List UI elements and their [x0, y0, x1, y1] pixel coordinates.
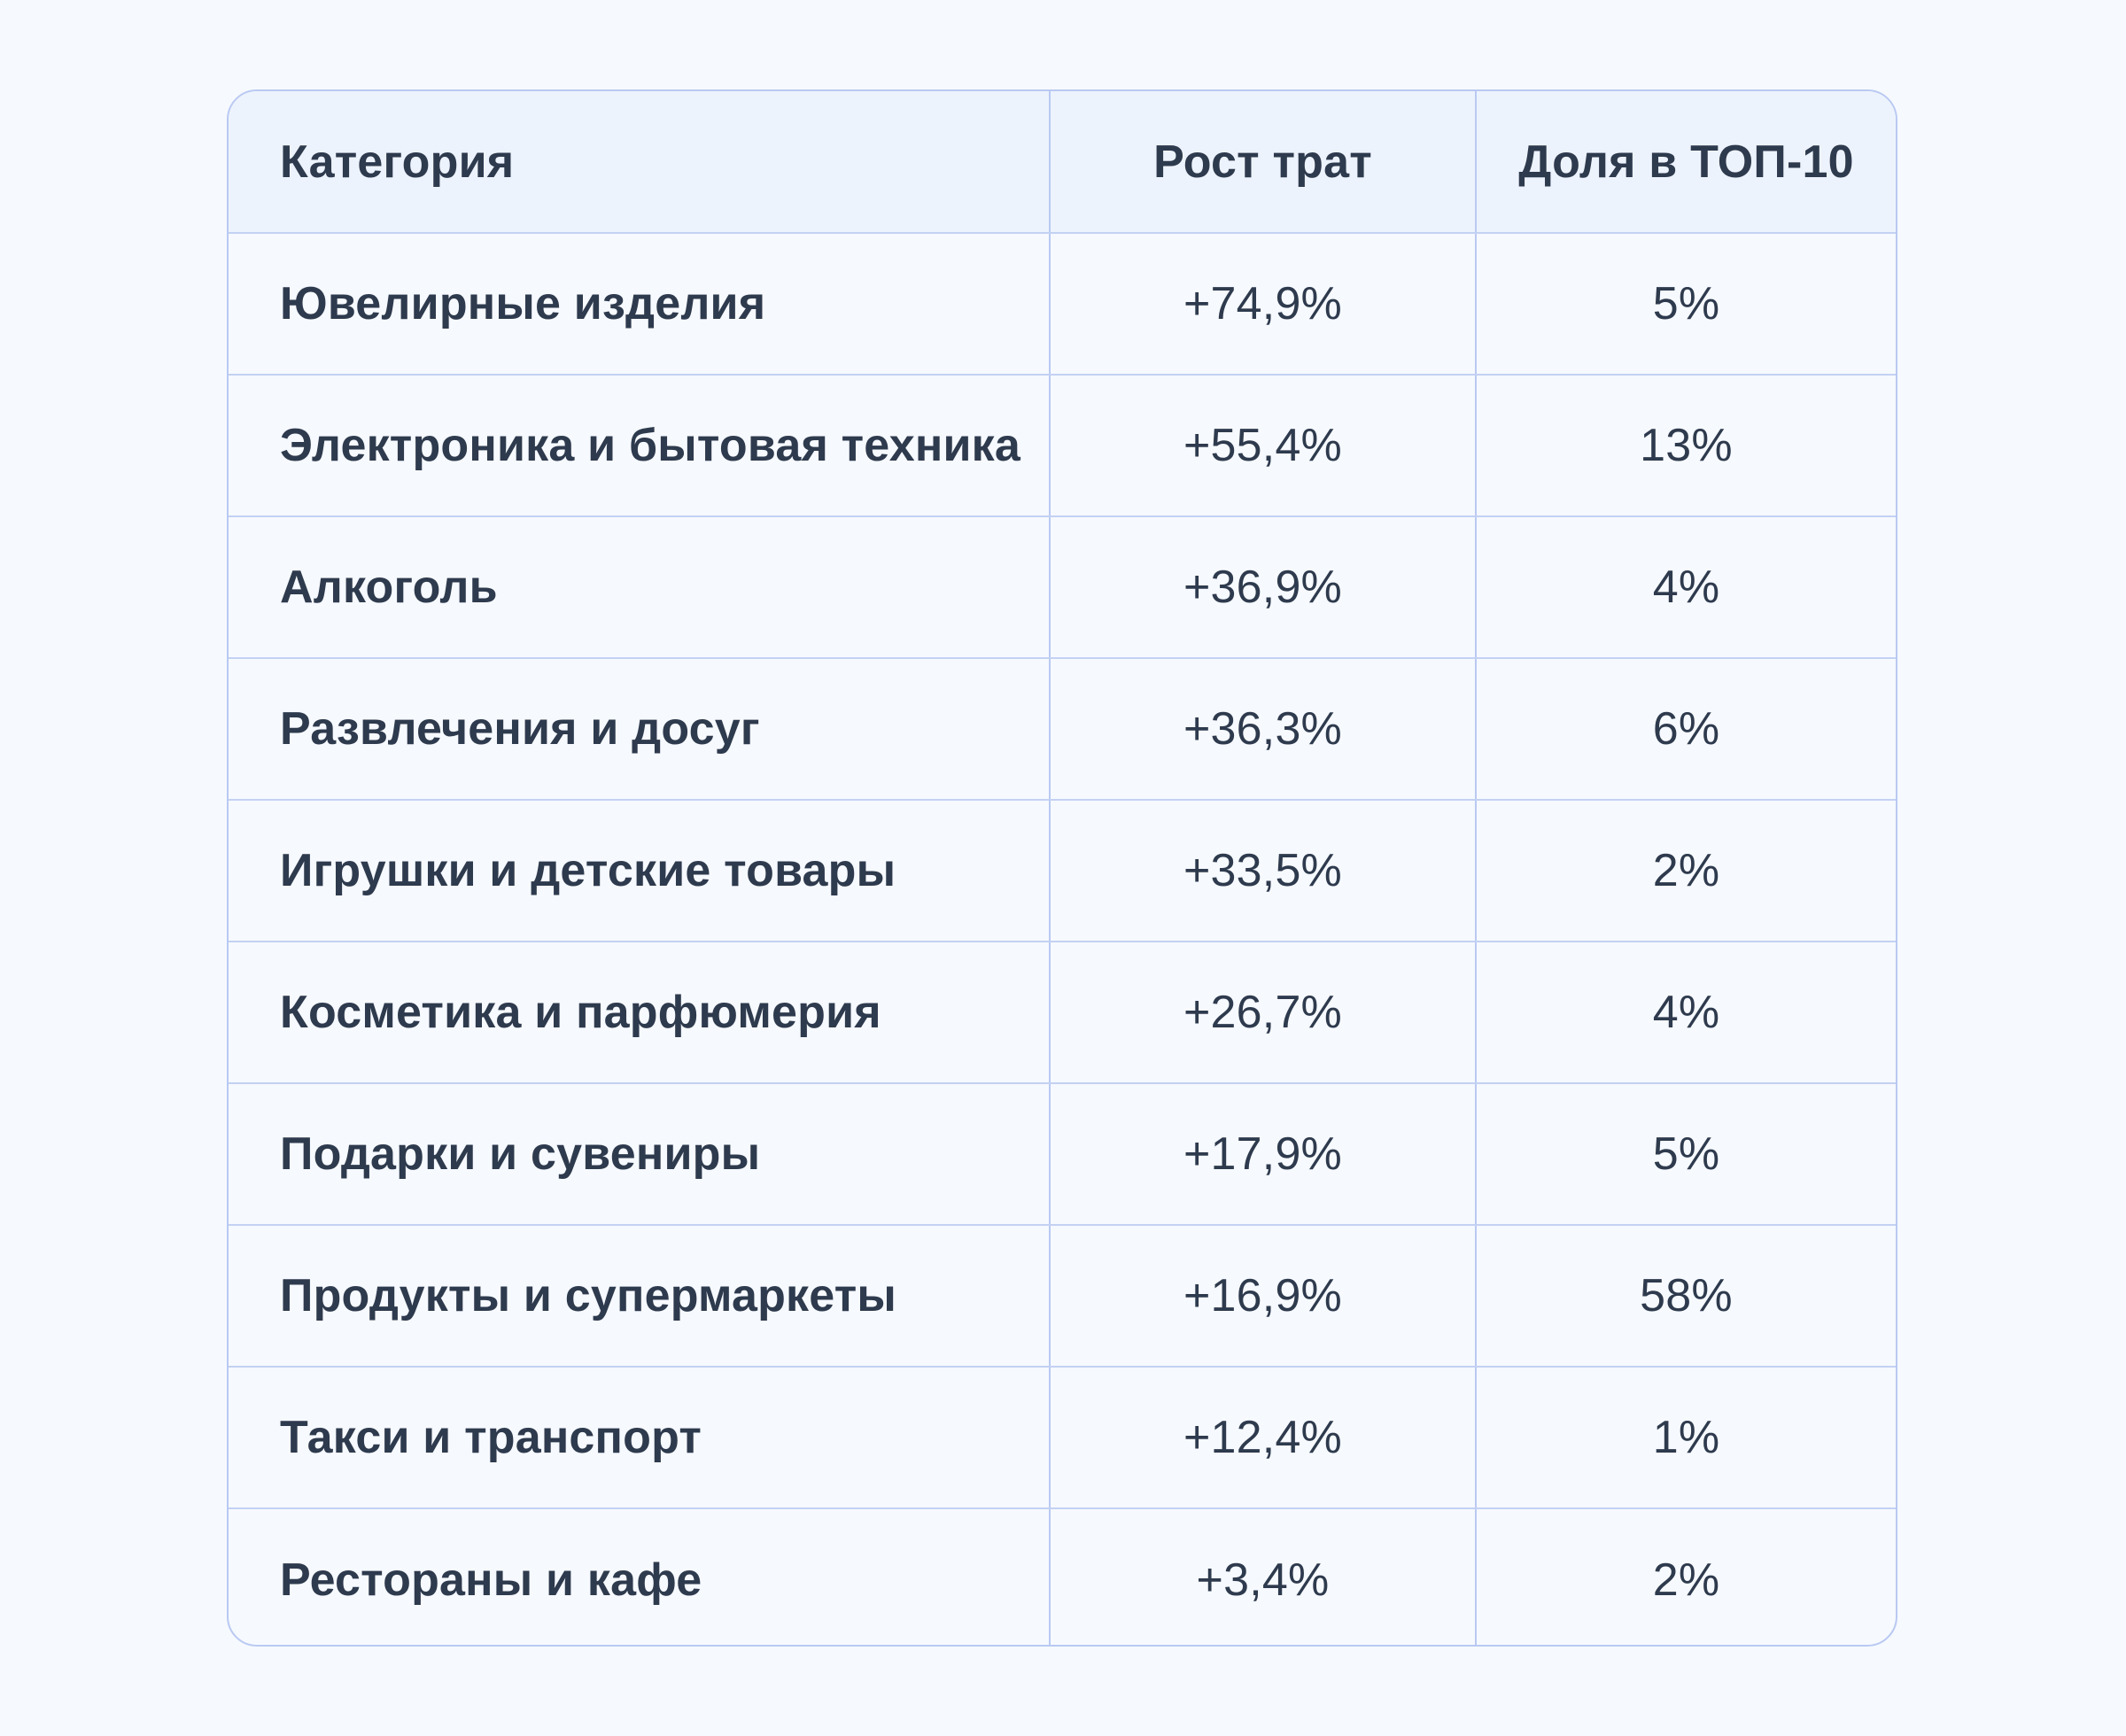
share-cell: 2% — [1475, 800, 1896, 942]
category-cell: Подарки и сувениры — [229, 1083, 1050, 1226]
growth-cell: +26,7% — [1049, 942, 1476, 1084]
table-row: Ювелирные изделия +74,9% 5% — [229, 233, 1896, 376]
share-cell: 2% — [1475, 1508, 1896, 1645]
spending-table: Категория Рост трат Доля в ТОП-10 Ювелир… — [229, 91, 1896, 1645]
category-cell: Ювелирные изделия — [229, 233, 1050, 376]
share-cell: 5% — [1475, 1083, 1896, 1226]
header-row: Категория Рост трат Доля в ТОП-10 — [229, 91, 1896, 234]
header-share: Доля в ТОП-10 — [1475, 91, 1896, 234]
table-header: Категория Рост трат Доля в ТОП-10 — [229, 91, 1896, 234]
share-cell: 4% — [1475, 942, 1896, 1084]
header-category: Категория — [229, 91, 1050, 234]
table-row: Алкоголь +36,9% 4% — [229, 516, 1896, 659]
table-row: Косметика и парфюмерия +26,7% 4% — [229, 942, 1896, 1084]
table-row: Развлечения и досуг +36,3% 6% — [229, 658, 1896, 801]
category-cell: Электроника и бытовая техника — [229, 375, 1050, 517]
category-cell: Продукты и супермаркеты — [229, 1225, 1050, 1368]
category-cell: Рестораны и кафе — [280, 1554, 702, 1606]
header-growth: Рост трат — [1049, 91, 1476, 234]
table-row: Игрушки и детские товары +33,5% 2% — [229, 800, 1896, 942]
growth-cell: +3,4% — [1049, 1508, 1476, 1645]
category-cell: Алкоголь — [229, 516, 1050, 659]
growth-cell: +33,5% — [1049, 800, 1476, 942]
category-cell: Игрушки и детские товары — [229, 800, 1050, 942]
growth-cell: +12,4% — [1049, 1367, 1476, 1509]
category-cell: Такси и транспорт — [229, 1367, 1050, 1509]
share-cell: 1% — [1475, 1367, 1896, 1509]
share-cell: 4% — [1475, 516, 1896, 659]
category-cell: Косметика и парфюмерия — [229, 942, 1050, 1084]
growth-cell: +36,9% — [1049, 516, 1476, 659]
share-cell: 6% — [1475, 658, 1896, 801]
table-row: Такси и транспорт +12,4% 1% — [229, 1367, 1896, 1509]
table-row: Электроника и бытовая техника +55,4% 13% — [229, 375, 1896, 517]
table-row: Продукты и супермаркеты +16,9% 58% — [229, 1225, 1896, 1368]
table-body: Ювелирные изделия +74,9% 5% Электроника … — [229, 233, 1896, 1645]
growth-cell: +36,3% — [1049, 658, 1476, 801]
table-row: Рестораны и кафе +3,4% 2% — [229, 1508, 1896, 1645]
category-cell: Развлечения и досуг — [229, 658, 1050, 801]
growth-cell: +17,9% — [1049, 1083, 1476, 1226]
growth-cell: +55,4% — [1049, 375, 1476, 517]
share-cell: 58% — [1475, 1225, 1896, 1368]
growth-cell: +74,9% — [1049, 233, 1476, 376]
share-cell: 13% — [1475, 375, 1896, 517]
share-cell: 5% — [1475, 233, 1896, 376]
spending-table-card: Категория Рост трат Доля в ТОП-10 Ювелир… — [227, 89, 1897, 1647]
growth-cell: +16,9% — [1049, 1225, 1476, 1368]
table-row: Подарки и сувениры +17,9% 5% — [229, 1083, 1896, 1226]
